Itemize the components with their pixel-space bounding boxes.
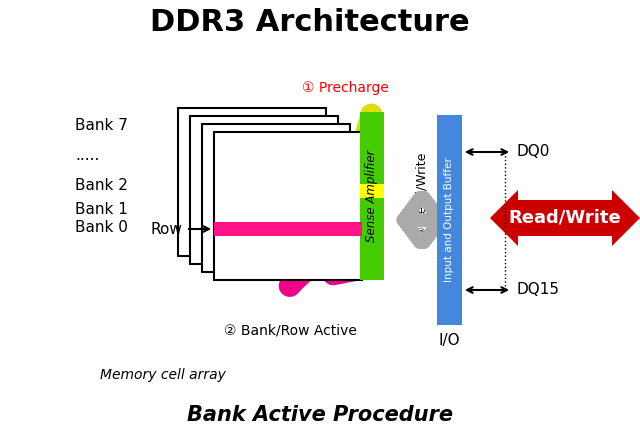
Bar	[214, 222, 362, 236]
Text: DDR3 Architecture: DDR3 Architecture	[150, 8, 470, 37]
Text: DQ15: DQ15	[517, 283, 560, 297]
Bar	[360, 112, 384, 280]
Text: Bank 0: Bank 0	[75, 220, 128, 236]
Text: .....: .....	[75, 148, 99, 162]
Polygon shape	[490, 190, 640, 246]
Text: Sense Amplifier: Sense Amplifier	[365, 150, 378, 242]
Text: DQ0: DQ0	[517, 145, 550, 160]
Bar	[437, 115, 462, 325]
Bar	[202, 124, 350, 272]
FancyArrowPatch shape	[290, 243, 358, 286]
Text: Bank Active Procedure: Bank Active Procedure	[187, 405, 453, 425]
Text: Bank 7: Bank 7	[75, 118, 128, 132]
Text: ① Precharge: ① Precharge	[301, 81, 388, 95]
Text: Input and Output Buffer: Input and Output Buffer	[445, 158, 454, 283]
Text: Bank 2: Bank 2	[75, 178, 128, 193]
Bar	[178, 108, 326, 256]
Bar	[190, 116, 338, 264]
Text: Row: Row	[150, 221, 182, 237]
Text: I/O: I/O	[439, 332, 461, 348]
Text: ② Bank/Row Active: ② Bank/Row Active	[223, 323, 356, 337]
Bar	[360, 184, 384, 198]
Text: Memory cell array: Memory cell array	[100, 368, 226, 382]
FancyArrowPatch shape	[403, 198, 440, 242]
Bar	[214, 132, 362, 280]
Text: ③ Read/Write: ③ Read/Write	[415, 153, 429, 237]
Text: Read/Write: Read/Write	[509, 209, 621, 227]
Text: Bank 1: Bank 1	[75, 203, 128, 217]
FancyArrowPatch shape	[260, 115, 371, 192]
